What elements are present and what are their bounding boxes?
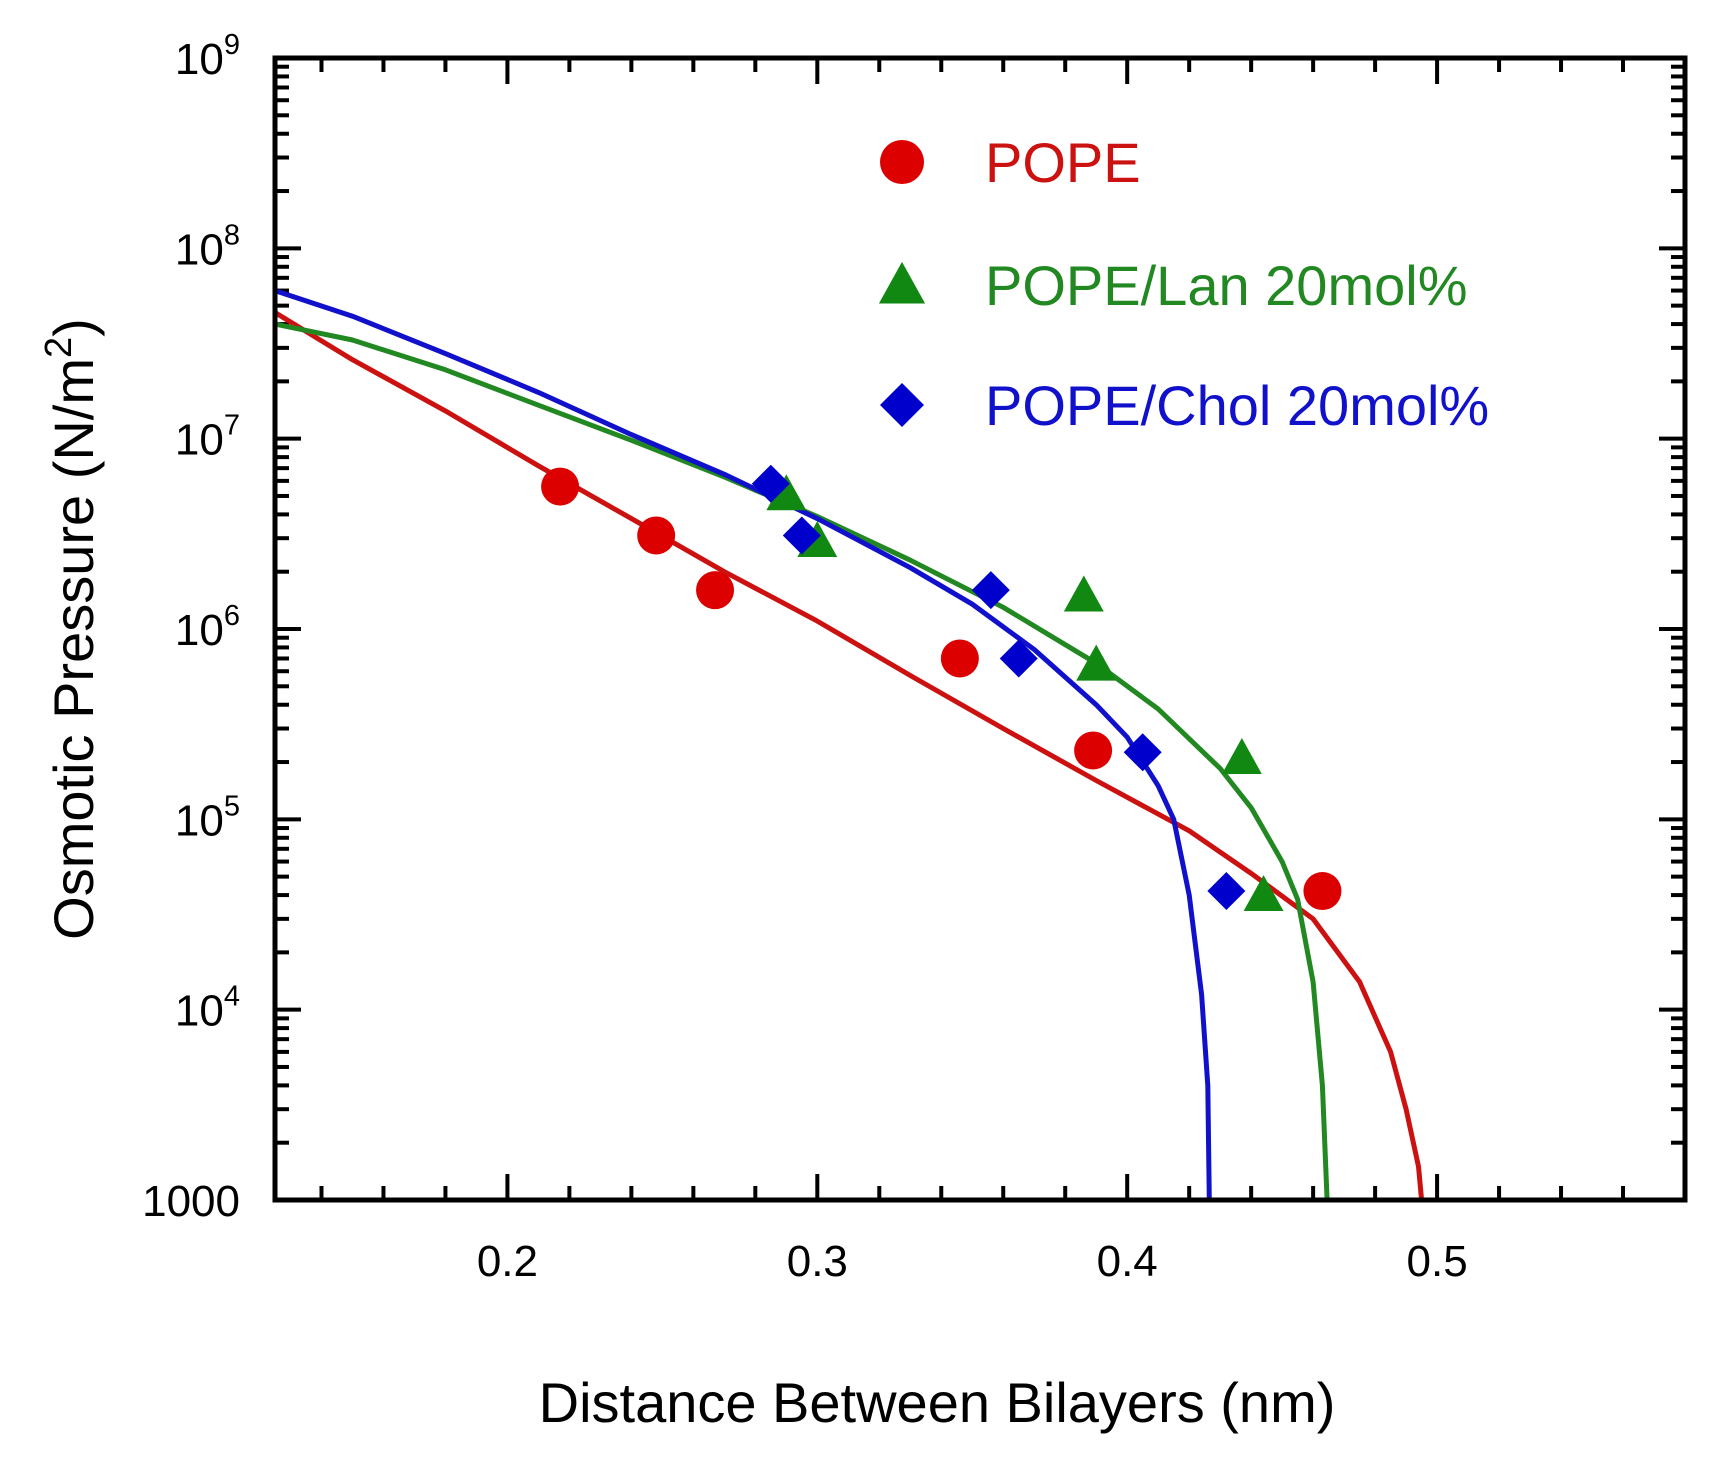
data-point [1063, 575, 1104, 612]
data-point [782, 516, 821, 555]
data-point [1207, 872, 1246, 911]
legend-marker [880, 140, 924, 184]
data-point [766, 474, 807, 511]
legend-label: POPE/Chol 20mol% [985, 374, 1489, 437]
y-tick-label: 107 [175, 410, 240, 465]
x-tick-label: 0.3 [787, 1237, 848, 1286]
legend: POPE POPE/Lan 20mol% POPE/Chol 20mol% [878, 131, 1489, 437]
y-tick-base: 10 [175, 225, 224, 274]
y-tick-base: 10 [175, 35, 224, 84]
y-tick-exponent: 5 [224, 790, 240, 822]
legend-label: POPE/Lan 20mol% [985, 254, 1467, 317]
y-tick-label: 104 [175, 981, 240, 1036]
y-axis-title-close: ) [42, 318, 105, 337]
fit-curve [272, 310, 1425, 1203]
y-tick-label: 108 [175, 219, 240, 274]
y-tick-base: 10 [175, 796, 224, 845]
data-point [637, 516, 676, 555]
y-tick-exponent: 9 [224, 29, 240, 61]
fit-curve [272, 321, 1330, 1203]
data-point [696, 571, 735, 610]
x-axis-title: Distance Between Bilayers (nm) [539, 1371, 1336, 1434]
data-point [971, 571, 1010, 610]
legend-label: POPE [985, 131, 1141, 194]
data-point [1076, 644, 1117, 681]
data-markers [541, 464, 1342, 912]
y-tick-exponent: 7 [224, 410, 240, 442]
fit-curve [272, 288, 1212, 1203]
x-tick-label: 0.4 [1097, 1237, 1158, 1286]
y-axis-title-sup: 2 [38, 337, 80, 358]
legend-marker [878, 261, 926, 304]
data-point [940, 639, 979, 678]
y-tick-exponent: 6 [224, 600, 240, 632]
legend-marker [880, 383, 924, 427]
y-tick-base: 10 [175, 987, 224, 1036]
data-point [1221, 738, 1262, 774]
y-tick-label: 105 [175, 790, 240, 845]
data-point [541, 467, 580, 506]
y-tick-exponent: 8 [224, 219, 240, 251]
y-tick-label: 109 [175, 29, 240, 84]
y-axis-title-main: Osmotic Pressure (N/m [42, 358, 105, 940]
data-point [999, 639, 1038, 678]
x-tick-label: 0.2 [477, 1237, 538, 1286]
data-point [1074, 731, 1113, 770]
fit-curves [272, 288, 1425, 1203]
data-point [751, 464, 790, 503]
y-axis-title: Osmotic Pressure (N/m2) [38, 318, 105, 940]
tick-marks [275, 56, 1687, 1202]
data-point [1243, 875, 1284, 912]
y-tick-exponent: 4 [224, 981, 240, 1013]
y-tick-base: 10 [175, 606, 224, 655]
y-tick-base: 10 [175, 416, 224, 465]
plot-frame [272, 55, 1688, 1203]
x-tick-labels: 0.2 0.3 0.4 0.5 [477, 1237, 1468, 1286]
x-tick-label: 0.5 [1407, 1237, 1468, 1286]
y-tick-label: 106 [175, 600, 240, 655]
y-tick-label: 1000 [142, 1177, 240, 1226]
data-point [1123, 733, 1162, 772]
data-point [1303, 872, 1342, 911]
